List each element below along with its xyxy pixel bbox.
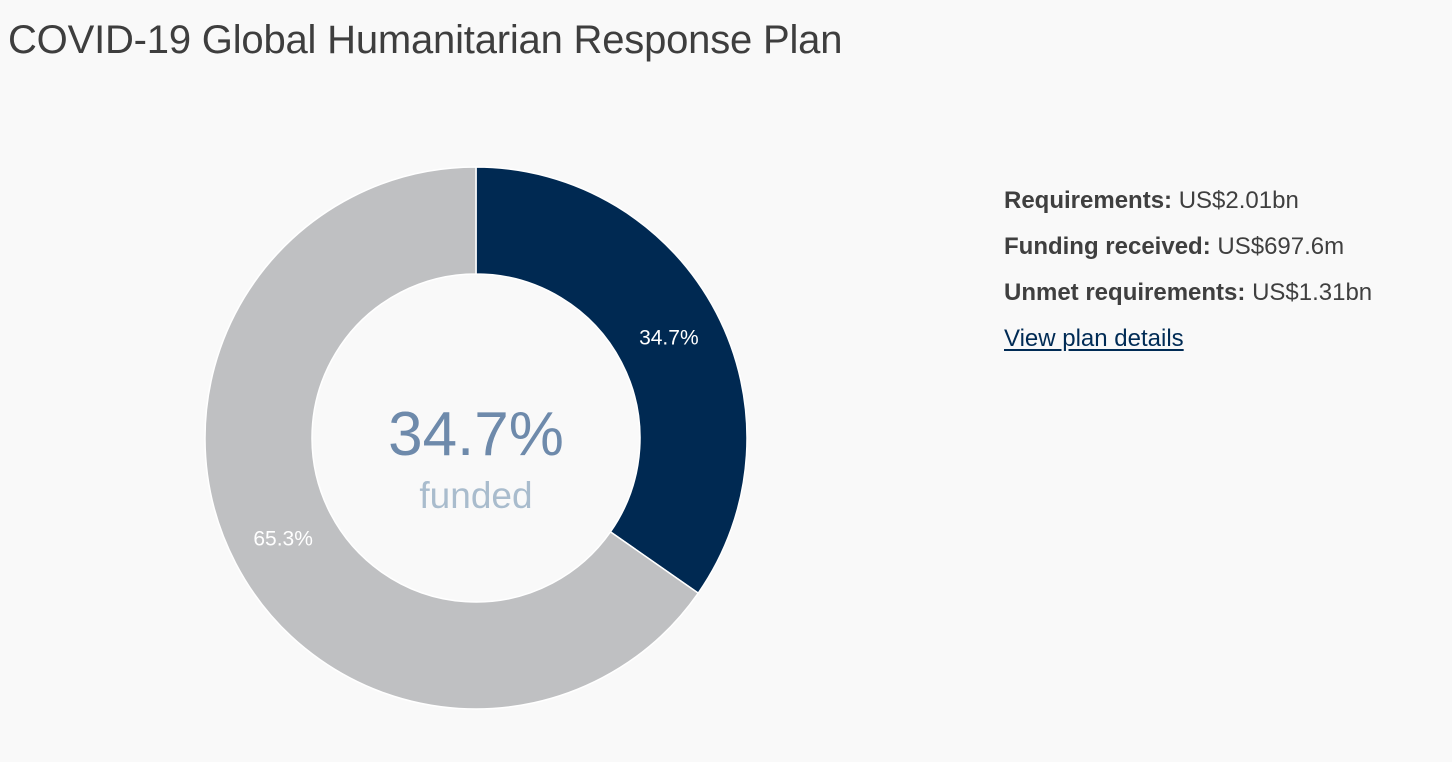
page-title: COVID-19 Global Humanitarian Response Pl… (8, 18, 843, 62)
center-funded-label: funded (419, 475, 532, 516)
requirements-value: US$2.01bn (1178, 187, 1299, 214)
requirements-row: Requirements: US$2.01bn (1004, 178, 1444, 224)
requirements-label: Requirements: (1004, 187, 1173, 214)
unmet-requirements-row: Unmet requirements: US$1.31bn (1004, 270, 1444, 316)
unmet-requirements-label: Unmet requirements: (1004, 279, 1246, 306)
funding-received-row: Funding received: US$697.6m (1004, 224, 1444, 270)
donut-chart-svg: 34.7% 65.3% 34.7% funded (204, 166, 748, 710)
slice-label-1: 34.7% (639, 326, 699, 349)
slice-labels-layer: 34.7% 65.3% (253, 326, 698, 550)
slice-label-2: 65.3% (253, 528, 313, 551)
center-percent-value: 34.7% (388, 400, 564, 469)
donut-chart: 34.7% 65.3% 34.7% funded (196, 158, 756, 718)
funding-received-value: US$697.6m (1217, 233, 1345, 260)
donut-slice-1 (475, 166, 748, 594)
funding-summary-panel: Requirements: US$2.01bn Funding received… (1004, 178, 1444, 362)
funding-received-label: Funding received: (1004, 233, 1211, 260)
donut-slice-2 (204, 166, 699, 710)
view-plan-details-link[interactable]: View plan details (1004, 325, 1184, 352)
unmet-requirements-value: US$1.31bn (1252, 279, 1373, 306)
slices-layer (204, 166, 748, 710)
